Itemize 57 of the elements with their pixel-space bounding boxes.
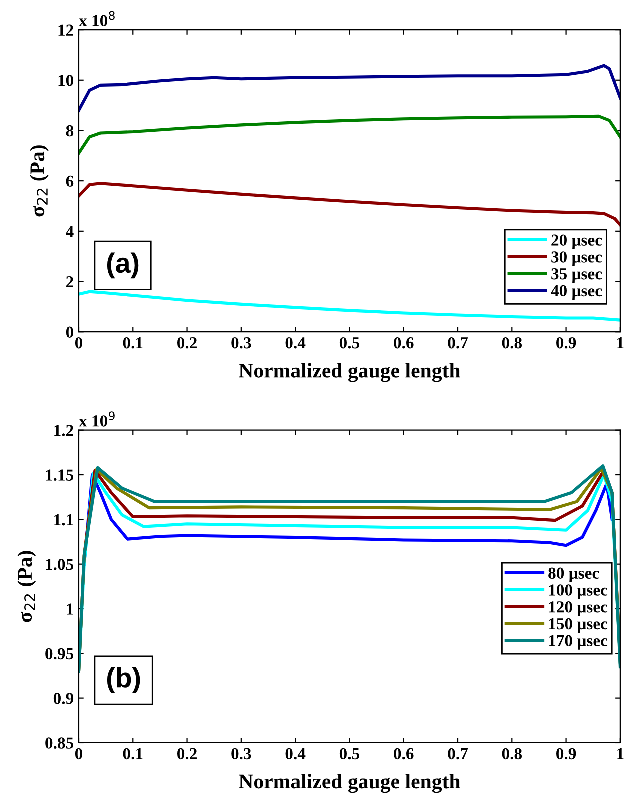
x-tick-label: 0.2 xyxy=(177,748,197,760)
y-tick-label: 4 xyxy=(66,226,74,238)
legend-label: 30 μsec xyxy=(552,252,602,266)
legend-label: 35 μsec xyxy=(552,268,602,284)
annotation: (b) xyxy=(107,668,140,694)
x-axis-title: Normalized gauge length xyxy=(239,774,460,794)
line-series xyxy=(78,114,620,155)
text: x 10$^{8}$ xyxy=(79,11,115,27)
y-tick-label: 12 xyxy=(58,24,74,36)
legend-label: 80 μsec xyxy=(548,568,600,582)
y-tick-label: 0.85 xyxy=(46,738,74,749)
x-tick-label: 0.5 xyxy=(340,748,360,760)
line-series xyxy=(78,182,620,227)
x-tick-label: 1 xyxy=(618,338,624,349)
x-tick-label: 0.7 xyxy=(448,337,468,349)
x-tick-label: 0.4 xyxy=(286,337,306,349)
x-tick-label: 0.1 xyxy=(123,337,143,349)
x-tick-label: 1 xyxy=(618,748,624,760)
x-tick-label: 0.7 xyxy=(448,748,468,760)
x-tick-label: 0.9 xyxy=(556,748,576,760)
x-tick-label: 0.6 xyxy=(394,748,414,760)
legend-label: 40 μsec xyxy=(551,285,602,300)
x-tick-label: 0.1 xyxy=(123,748,143,760)
x-tick-label: 0.2 xyxy=(177,337,197,349)
y-tick-label: 2 xyxy=(66,276,74,288)
x-tick-label: 0.8 xyxy=(502,337,522,349)
x-tick-label: 0.5 xyxy=(340,337,360,349)
x-tick-label: 0 xyxy=(75,337,83,349)
y-tick-label: 8 xyxy=(66,125,74,137)
x-tick-label: 0.8 xyxy=(502,748,522,760)
x-tick-label: 0.4 xyxy=(286,748,306,760)
y-tick-label: 10 xyxy=(58,75,74,86)
y-tick-label: 1.15 xyxy=(46,470,74,482)
y-axis-title: σ$_{22}$ (Pa) xyxy=(30,146,49,217)
y-tick-label: 0.95 xyxy=(46,648,74,660)
x-tick-label: 0.3 xyxy=(232,748,252,760)
x-tick-label: 0 xyxy=(75,748,83,760)
legend-label: 20 μsec xyxy=(552,234,602,250)
legend-label: 100 μsec xyxy=(549,584,608,600)
x-tick-label: 0.3 xyxy=(232,337,252,349)
y-tick-label: 1.1 xyxy=(54,514,74,526)
legend-label: 120 μsec xyxy=(549,602,608,616)
legend-label: 150 μsec xyxy=(549,618,608,634)
x-tick-label: 0.6 xyxy=(394,337,414,349)
y-tick-label: 1 xyxy=(67,604,74,615)
y-axis-title: σ$_{22}$ (Pa) xyxy=(17,551,36,622)
y-tick-label: 6 xyxy=(66,176,74,188)
line-series xyxy=(78,64,620,112)
x-axis-title: Normalized gauge length xyxy=(239,363,460,382)
y-tick-label: 1.05 xyxy=(46,559,74,570)
annotation: (a) xyxy=(107,252,139,279)
y-tick-label: 0.9 xyxy=(54,693,74,704)
y-tick-label: 1.2 xyxy=(54,425,74,436)
x-tick-label: 0.9 xyxy=(556,337,576,349)
legend-label: 170 μsec xyxy=(549,635,608,650)
text: x 10$^{9}$ xyxy=(79,412,115,427)
y-tick-label: 0 xyxy=(66,326,74,338)
